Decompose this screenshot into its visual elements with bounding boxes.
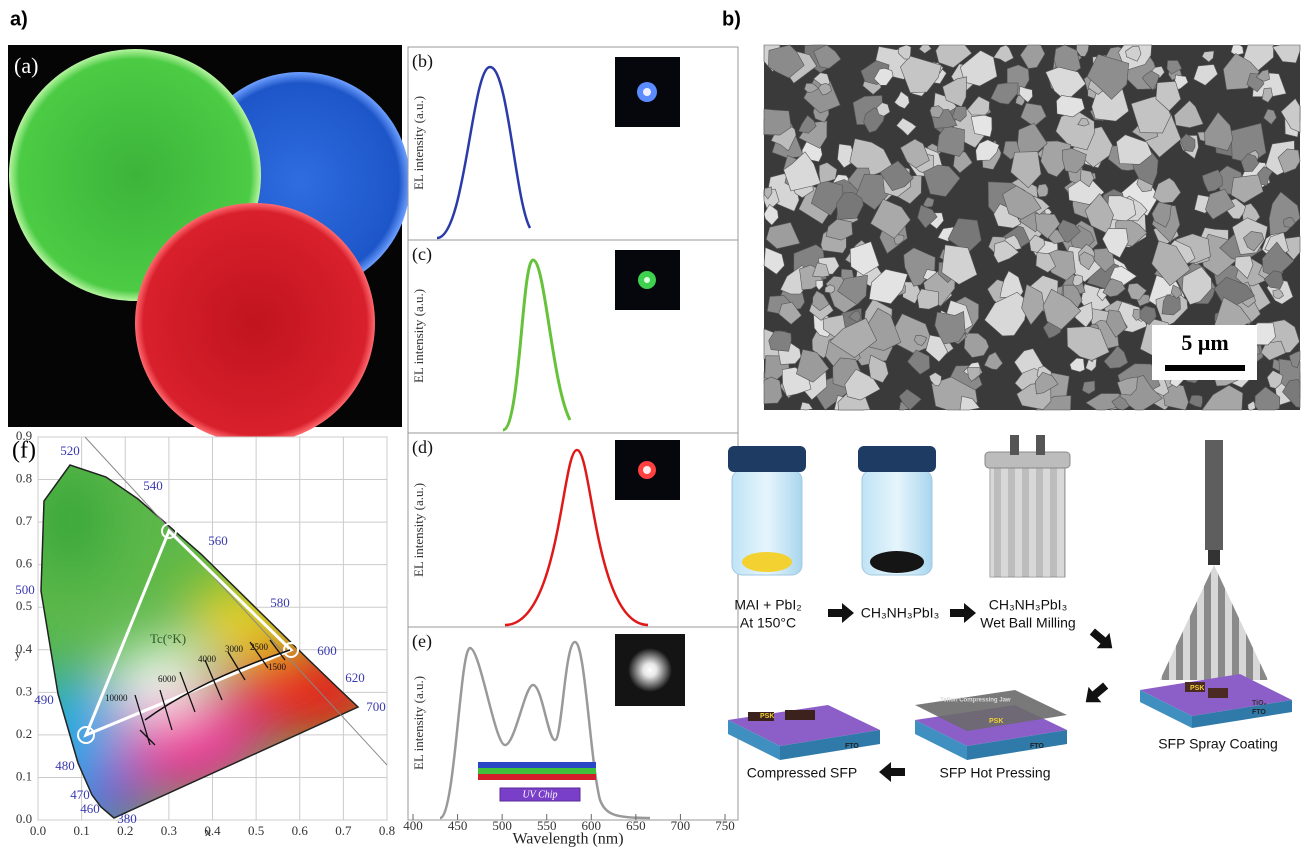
cct-label: 6000 (158, 674, 177, 684)
inner-label: (f) (12, 438, 36, 464)
step-label: SFP Spray Coating (1158, 736, 1278, 752)
cct-title: Tc(°K) (150, 631, 186, 646)
panel-label: b) (722, 8, 741, 30)
layer-label: PSK (1190, 685, 1204, 692)
step-label: SFP Hot Pressing (939, 765, 1050, 781)
wavelength-label: 700 (366, 699, 386, 714)
x-tick-label: 0.5 (248, 823, 264, 838)
x-tick-label: 700 (671, 818, 691, 833)
cct-label: 1500 (268, 662, 287, 672)
axis-label: EL intensity (a.u.) (411, 96, 426, 190)
particle (1037, 184, 1048, 197)
y-tick-label: 0.2 (16, 726, 32, 741)
x-tick-label: 650 (626, 818, 646, 833)
wavelength-label: 380 (117, 811, 137, 826)
y-tick-label: 0.6 (16, 556, 33, 571)
inner-label: (e) (412, 631, 432, 652)
y-tick-label: 0.3 (16, 683, 32, 698)
axis-label: EL intensity (a.u.) (411, 289, 426, 383)
x-tick-label: 450 (448, 818, 468, 833)
x-tick-label: 400 (403, 818, 423, 833)
layer-label: Teflon Compressing Jaw (940, 698, 1011, 704)
x-tick-label: 0.8 (379, 823, 395, 838)
sem-image: 5 μm (764, 45, 1300, 410)
x-tick-label: 500 (492, 818, 512, 833)
wavelength-label: 520 (60, 443, 80, 458)
spectra: UV Chip (b) (c) (d) (e) EL intensity (a.… (403, 47, 738, 848)
figure: a) b) c) (a) 0.00.10.20.30.40.50.60.70.8… (0, 0, 1304, 849)
particle (764, 377, 782, 404)
inner-label: (a) (14, 53, 38, 78)
layer-label: FTO (1030, 743, 1044, 750)
scale-label: 5 μm (1181, 330, 1228, 355)
inner-label: (b) (412, 51, 433, 72)
wavelength-label: 490 (34, 692, 54, 707)
step-label: CH₃NH₃PbI₃ (989, 597, 1068, 613)
wavelength-label: 620 (345, 670, 365, 685)
layer-label: PSK (760, 713, 774, 720)
wavelength-label: 470 (70, 787, 90, 802)
wavelength-label: 460 (80, 801, 100, 816)
y-tick-label: 0.8 (16, 471, 32, 486)
wavelength-label: 540 (143, 478, 163, 493)
cct-label: 4000 (198, 654, 217, 664)
particle (917, 289, 938, 309)
body: a) b) c) (a) 0.00.10.20.30.40.50.60.70.8… (0, 0, 1304, 849)
y-tick-label: 0.0 (16, 811, 32, 826)
wavelength-label: 480 (55, 758, 75, 773)
chip-label: UV Chip (522, 789, 557, 800)
step-label: MAI + PbI₂ (734, 597, 801, 613)
inner-label: (c) (412, 244, 432, 265)
x-tick-label: 0.3 (161, 823, 177, 838)
x-tick-label: 0.0 (30, 823, 46, 838)
inner-label: (d) (412, 437, 433, 458)
layer-label: TiO₂ (1252, 700, 1267, 707)
x-tick-label: 750 (715, 818, 735, 833)
page: {"panels": {"a": "a)", "b": "b)", "c": "… (0, 0, 1304, 849)
layer-label: FTO (845, 743, 859, 750)
y-tick-label: 0.5 (16, 598, 32, 613)
layer-label: PSK (989, 718, 1003, 725)
axis-label: Wavelength (nm) (512, 831, 623, 848)
cct-label: 3000 (225, 644, 244, 654)
panel-label: a) (10, 8, 28, 30)
photo: (a) (8, 45, 410, 443)
layer-label: FTO (1252, 709, 1266, 716)
x-tick-label: 0.7 (335, 823, 352, 838)
y-tick-label: 0.7 (16, 513, 33, 528)
wavelength-label: 560 (208, 533, 228, 548)
x-tick-label: 0.1 (74, 823, 90, 838)
step-label: Compressed SFP (747, 765, 857, 781)
axis-label: EL intensity (a.u.) (411, 483, 426, 577)
cct-label: 2500 (250, 642, 269, 652)
wavelength-label: 600 (317, 643, 337, 658)
axis-label: x (205, 824, 212, 839)
axis-label: y (15, 646, 22, 661)
wavelength-label: 500 (15, 582, 35, 597)
process: MAI + PbI₂ At 150°C CH₃NH₃PbI₃ CH₃NH₃PbI… (728, 435, 1292, 782)
y-tick-label: 0.1 (16, 768, 32, 783)
axis-label: EL intensity (a.u.) (411, 676, 426, 770)
step-label: CH₃NH₃PbI₃ (861, 605, 940, 621)
wavelength-label: 580 (270, 595, 290, 610)
x-tick-label: 0.6 (292, 823, 309, 838)
step-label: At 150°C (740, 615, 796, 631)
step-label: Wet Ball Milling (980, 615, 1075, 631)
cct-label: 10000 (105, 693, 128, 703)
